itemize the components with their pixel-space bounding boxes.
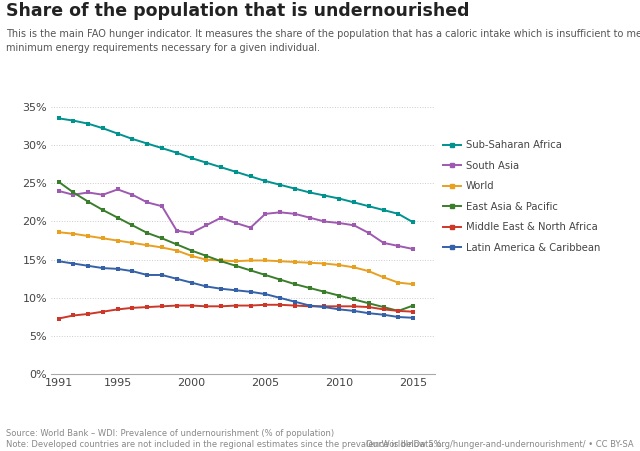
Text: Source: World Bank – WDI: Prevalence of undernourishment (% of population)
Note:: Source: World Bank – WDI: Prevalence of … [6, 429, 445, 449]
Text: OurWorldInData.org/hunger-and-undernourishment/ • CC BY-SA: OurWorldInData.org/hunger-and-undernouri… [366, 440, 634, 449]
Text: Share of the population that is undernourished: Share of the population that is undernou… [6, 2, 470, 20]
Legend: Sub-Saharan Africa, South Asia, World, East Asia & Pacific, Middle East & North : Sub-Saharan Africa, South Asia, World, E… [443, 141, 600, 253]
Text: This is the main FAO hunger indicator. It measures the share of the population t: This is the main FAO hunger indicator. I… [6, 29, 640, 52]
Text: Our World
In Data: Our World In Data [559, 16, 618, 38]
